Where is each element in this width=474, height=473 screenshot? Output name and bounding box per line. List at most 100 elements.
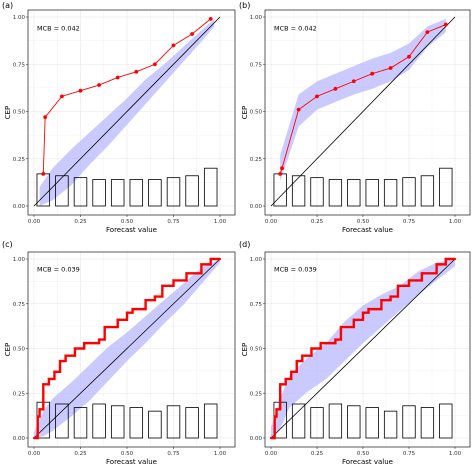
- calibration-point: [273, 415, 276, 418]
- x-axis-label: Forecast value: [106, 458, 157, 466]
- histogram-bar: [203, 403, 218, 439]
- y-tick-label: 0.00: [13, 436, 26, 442]
- panel-label: (b): [239, 1, 250, 10]
- y-tick-label: 0.75: [13, 302, 26, 308]
- y-tick-label: 1.00: [250, 15, 263, 21]
- y-axis-label: CEP: [241, 343, 249, 357]
- histogram-bar: [310, 407, 324, 439]
- histogram-bar: [347, 179, 361, 207]
- histogram-bar: [110, 179, 125, 207]
- panel-label: (d): [239, 240, 250, 249]
- histogram-bar: [55, 403, 69, 439]
- panel-border: [264, 251, 471, 448]
- histogram-bar: [365, 179, 379, 207]
- histogram-bar: [328, 179, 343, 207]
- x-tick-label: 0.00: [265, 451, 278, 457]
- calibration-point: [361, 311, 365, 314]
- y-tick-label: 0.75: [250, 62, 263, 68]
- histogram-bar: [166, 405, 181, 439]
- calibration-point: [208, 16, 213, 21]
- calibration-point: [144, 299, 147, 302]
- y-tick-label: 0.00: [250, 436, 263, 442]
- calibration-point: [78, 88, 83, 93]
- calibration-point: [339, 325, 343, 329]
- calibration-point: [38, 408, 41, 411]
- calibration-point: [125, 311, 129, 314]
- mcb-annotation: MCB = 0.042: [274, 24, 317, 32]
- calibration-point: [103, 325, 106, 329]
- x-tick-label: 0.75: [403, 451, 416, 457]
- histogram-bar: [73, 177, 88, 207]
- histogram-bar: [383, 179, 398, 207]
- calibration-point: [161, 284, 164, 287]
- calibration-point: [351, 79, 356, 84]
- x-tick-label: 0.50: [121, 219, 134, 225]
- calibration-point: [315, 94, 319, 99]
- calibration-point: [389, 295, 392, 298]
- x-tick-label: 0.25: [311, 219, 324, 225]
- calibration-point: [64, 354, 67, 357]
- x-tick-label: 0.25: [74, 219, 87, 225]
- panel-border: [27, 251, 236, 448]
- x-tick-label: 1.00: [449, 219, 462, 225]
- x-tick-label: 1.00: [214, 451, 227, 457]
- chart-panel: (c) MCB = 0.039 0.00 0.25 0.50 0.75 1.00 0.00 0.…: [2, 240, 236, 466]
- histogram-bar: [110, 405, 125, 439]
- y-axis-label: CEP: [241, 106, 249, 120]
- chart-panel: (a) MCB = 0.042 0.00 0.25 0.50 0.75 1.00 0.00 0.…: [2, 1, 236, 234]
- calibration-point: [388, 66, 393, 70]
- calibration-point: [53, 370, 56, 373]
- calibration-point: [280, 166, 284, 171]
- calibration-point: [171, 43, 176, 48]
- calibration-point: [43, 115, 48, 120]
- calibration-point: [310, 347, 313, 350]
- y-tick-label: 0.50: [13, 347, 26, 353]
- x-tick-label: 0.75: [167, 219, 180, 225]
- x-axis-label: Forecast value: [342, 458, 393, 466]
- calibration-point: [116, 318, 119, 321]
- histogram-bar: [203, 167, 218, 207]
- x-tick-label: 0.50: [121, 451, 134, 457]
- x-tick-label: 1.00: [214, 219, 227, 225]
- x-axis-label: Forecast value: [342, 226, 393, 234]
- calibration-point: [153, 295, 156, 298]
- calibration-point: [275, 408, 278, 411]
- histogram-bar: [402, 405, 416, 439]
- calibration-point: [444, 257, 447, 261]
- y-tick-label: 0.25: [250, 391, 263, 397]
- consistency-band: [39, 18, 215, 206]
- plot-background: [265, 252, 470, 447]
- mcb-annotation: MCB = 0.042: [37, 24, 80, 32]
- calibration-point: [32, 436, 36, 440]
- calibration-point: [284, 377, 287, 381]
- calibration-point: [42, 383, 45, 386]
- calibration-point: [83, 342, 86, 345]
- y-tick-label: 0.50: [13, 110, 26, 116]
- x-tick-label: 0.00: [265, 219, 278, 225]
- histogram-bar: [129, 179, 144, 207]
- y-tick-label: 0.00: [250, 204, 263, 210]
- y-tick-label: 1.00: [13, 257, 26, 263]
- calibration-point: [425, 30, 430, 35]
- histogram-bar: [365, 407, 379, 439]
- y-tick-label: 1.00: [250, 257, 263, 263]
- diagonal-reference-line: [270, 258, 456, 439]
- y-tick-label: 0.75: [13, 62, 26, 68]
- chart-panel: (b) MCB = 0.042 0.00 0.25 0.50 0.75 1.00 0.00 0.…: [239, 1, 471, 234]
- calibration-point: [334, 338, 337, 341]
- calibration-point: [209, 257, 212, 261]
- calibration-point: [407, 54, 411, 59]
- calibration-point: [218, 257, 222, 261]
- x-tick-label: 0.00: [28, 219, 41, 225]
- calibration-point: [435, 263, 438, 266]
- calibration-point: [58, 359, 62, 363]
- diagonal-reference-line: [270, 16, 456, 207]
- calibration-point: [41, 171, 46, 176]
- y-axis-label: CEP: [4, 106, 12, 120]
- y-tick-label: 1.00: [13, 15, 26, 21]
- histogram-bar: [148, 410, 162, 439]
- histogram-bar: [92, 403, 106, 439]
- calibration-point: [60, 94, 64, 99]
- calibration-point: [131, 308, 134, 311]
